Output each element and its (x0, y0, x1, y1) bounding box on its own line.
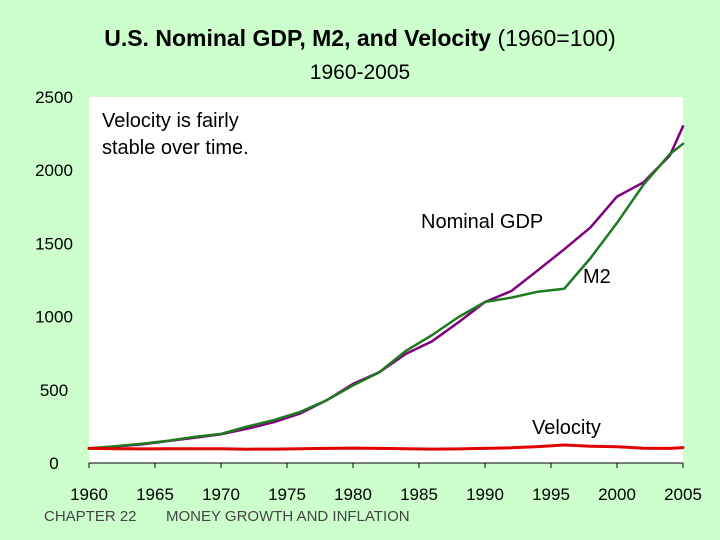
x-tick-label: 1965 (136, 485, 174, 504)
y-tick-label: 500 (40, 381, 68, 400)
x-tick-label: 1985 (400, 485, 438, 504)
y-tick-label: 2500 (35, 88, 73, 107)
x-tick-label: 1980 (334, 485, 372, 504)
series-label-m2: M2 (583, 266, 611, 288)
chart-subtitle: 1960-2005 (309, 61, 411, 84)
y-tick-label: 2000 (35, 161, 73, 180)
series-label-velocity: Velocity (532, 417, 601, 439)
x-tick-label: 1960 (70, 485, 108, 504)
x-tick-label: 1990 (466, 485, 504, 504)
annotation-velocity-note: stable over time. (102, 137, 249, 159)
footer-topic: MONEY GROWTH AND INFLATION (166, 508, 410, 525)
footer-chapter: CHAPTER 22 (44, 508, 137, 525)
x-tick-label: 2000 (598, 485, 636, 504)
annotation-velocity-note: Velocity is fairly (102, 110, 239, 132)
chart-title: U.S. Nominal GDP, M2, and Velocity (1960… (0, 24, 720, 52)
y-tick-label: 1500 (35, 234, 73, 253)
y-tick-label: 1000 (35, 308, 73, 327)
x-tick-label: 1995 (532, 485, 570, 504)
plot-area (89, 97, 683, 463)
series-label-gdp: Nominal GDP (421, 211, 543, 233)
y-tick-label: 0 (49, 454, 58, 473)
series-line-m2 (87, 142, 685, 450)
x-tick-label: 1975 (268, 485, 306, 504)
series-line-velocity (87, 443, 685, 451)
x-tick-label: 2005 (664, 485, 702, 504)
x-tick-label: 1970 (202, 485, 240, 504)
chart-title-note: (1960=100) (497, 25, 616, 51)
chart-title-main: U.S. Nominal GDP, M2, and Velocity (104, 25, 492, 51)
